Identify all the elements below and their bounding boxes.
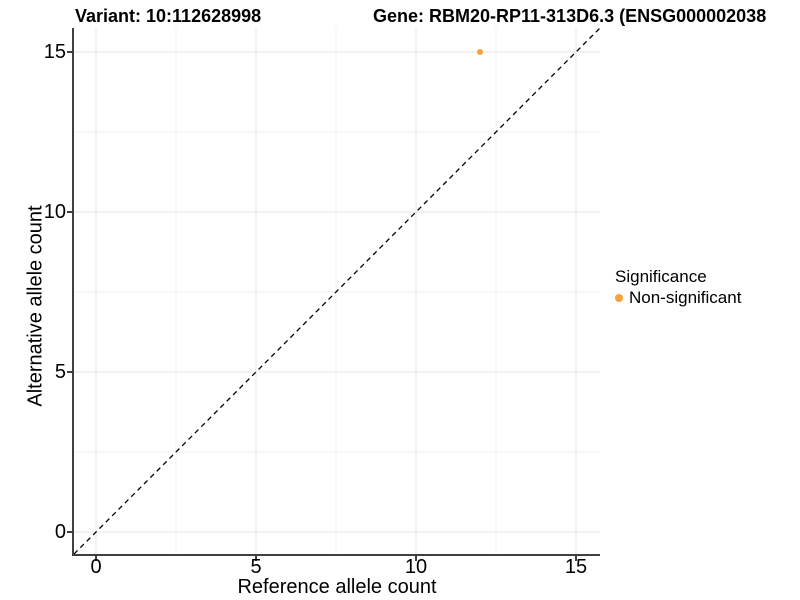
- y-tick-mark: [67, 371, 72, 373]
- legend: Significance Non-significant: [615, 267, 741, 308]
- x-tick-mark: [575, 556, 577, 561]
- x-tick-label: 10: [404, 556, 428, 578]
- y-tick-label: 0: [54, 521, 66, 543]
- y-tick-mark: [67, 531, 72, 533]
- y-axis-title: Alternative allele count: [24, 205, 47, 407]
- plot-canvas: [74, 28, 600, 554]
- y-tick-label: 15: [43, 41, 66, 63]
- x-tick-label: 5: [250, 556, 262, 578]
- y-tick-mark: [67, 51, 72, 53]
- legend-title: Significance: [615, 267, 707, 286]
- x-tick-mark: [255, 556, 257, 561]
- x-tick-mark: [415, 556, 417, 561]
- data-point: [477, 49, 483, 55]
- plot-panel: [72, 28, 600, 556]
- y-tick-label: 5: [54, 361, 66, 383]
- legend-item-non-significant: Non-significant: [615, 288, 741, 308]
- x-tick-label: 15: [564, 556, 588, 578]
- dot-icon: [615, 294, 623, 302]
- x-tick-mark: [95, 556, 97, 561]
- legend-item-label: Non-significant: [629, 288, 742, 307]
- y-tick-label: 10: [43, 201, 66, 223]
- variant-title: Variant: 10:112628998: [75, 6, 262, 26]
- y-tick-mark: [67, 211, 72, 213]
- x-axis-title: Reference allele count: [237, 576, 437, 598]
- gene-title: Gene: RBM20-RP11-313D6.3 (ENSG000002038: [373, 6, 767, 26]
- x-tick-label: 0: [90, 556, 102, 578]
